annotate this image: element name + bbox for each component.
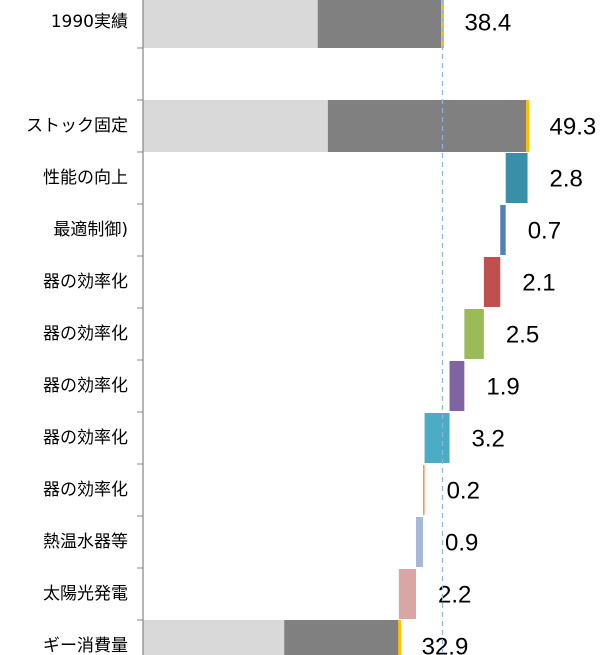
total-marker bbox=[441, 0, 445, 48]
category-label: 1990実績 bbox=[51, 12, 128, 32]
category-label: 最適制御) bbox=[53, 220, 128, 240]
value-label: 2.2 bbox=[438, 581, 471, 608]
step-bar bbox=[398, 569, 416, 619]
step-bar bbox=[500, 205, 506, 255]
total-segment bbox=[143, 100, 328, 152]
step-bar bbox=[464, 309, 484, 359]
value-label: 38.4 bbox=[465, 9, 512, 36]
value-label: 0.2 bbox=[447, 477, 480, 504]
value-label: 49.3 bbox=[550, 113, 597, 140]
step-bar bbox=[423, 465, 425, 515]
category-label: 太陽光発電 bbox=[43, 584, 128, 604]
category-label: 器の効率化 bbox=[43, 480, 128, 500]
step-bar bbox=[416, 517, 424, 567]
category-label: 器の効率化 bbox=[43, 376, 128, 396]
step-bar bbox=[424, 413, 450, 463]
category-label: 性能の向上 bbox=[43, 168, 128, 188]
value-label: 3.2 bbox=[472, 425, 505, 452]
value-label: 2.1 bbox=[522, 269, 555, 296]
value-label: 1.9 bbox=[486, 373, 519, 400]
category-label: ストック固定 bbox=[26, 116, 128, 136]
value-label: 32.9 bbox=[422, 633, 469, 655]
step-bar bbox=[505, 153, 528, 203]
total-segment bbox=[143, 620, 285, 655]
value-label: 2.8 bbox=[550, 165, 583, 192]
total-marker bbox=[526, 100, 530, 152]
total-segment bbox=[327, 100, 528, 152]
category-label: ギー消費量 bbox=[43, 636, 128, 655]
category-label: 熱温水器等 bbox=[43, 532, 128, 552]
total-marker bbox=[398, 620, 402, 655]
total-segment bbox=[317, 0, 443, 48]
step-bar bbox=[483, 257, 501, 307]
category-label: 器の効率化 bbox=[43, 428, 128, 448]
total-segment bbox=[143, 0, 318, 48]
value-label: 0.7 bbox=[528, 217, 561, 244]
category-label: 器の効率化 bbox=[43, 324, 128, 344]
value-label: 2.5 bbox=[506, 321, 539, 348]
step-bar bbox=[449, 361, 465, 411]
total-segment bbox=[284, 620, 400, 655]
category-label: 器の効率化 bbox=[43, 272, 128, 292]
value-label: 0.9 bbox=[445, 529, 478, 556]
